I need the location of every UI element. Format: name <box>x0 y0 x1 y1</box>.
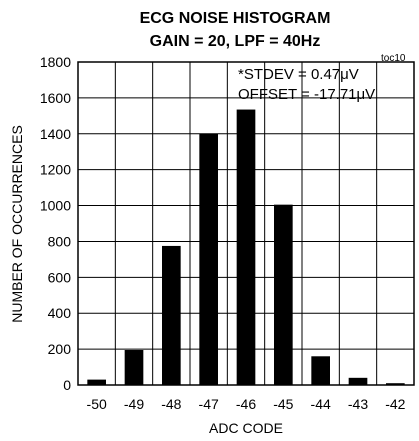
bar <box>348 377 368 385</box>
annotation-offset: OFFSET = -17.71μV <box>238 86 375 103</box>
y-axis-label: NUMBER OF OCCURRENCES <box>9 125 25 323</box>
bar <box>274 204 293 385</box>
x-tick-label: -46 <box>236 396 256 412</box>
y-tick-label: 0 <box>63 377 71 393</box>
x-axis-label: ADC CODE <box>209 420 283 436</box>
plot-frame <box>77 61 415 386</box>
y-tick-label: 400 <box>48 305 72 321</box>
x-tick-label: -42 <box>385 396 405 412</box>
x-tick-labels: -50 -49 -48 -47 -46 -45 -44 -43 -42 <box>87 396 406 412</box>
bar <box>236 109 256 385</box>
bar <box>124 350 144 385</box>
bar <box>87 379 106 385</box>
y-tick-label: 200 <box>48 341 72 357</box>
bar <box>162 245 181 385</box>
chart-title: ECG NOISE HISTOGRAM <box>140 10 331 27</box>
x-tick-label: -44 <box>311 396 331 412</box>
y-tick-label: 1400 <box>40 126 71 142</box>
figure-tag: toc10 <box>381 53 406 64</box>
annotation-stdev: *STDEV = 0.47μV <box>238 66 359 83</box>
y-tick-label: 800 <box>48 233 72 249</box>
y-tick-label: 600 <box>48 269 72 285</box>
x-tick-label: -43 <box>348 396 368 412</box>
bar <box>311 356 330 385</box>
bar <box>386 383 405 385</box>
chart-subtitle: GAIN = 20, LPF = 40Hz <box>150 33 321 50</box>
grid-lines <box>78 62 414 385</box>
y-tick-label: 1800 <box>40 54 71 70</box>
x-tick-label: -48 <box>161 396 181 412</box>
y-tick-labels: 0 200 400 600 800 1000 1200 1400 1600 1800 <box>40 54 71 393</box>
x-tick-label: -47 <box>199 396 219 412</box>
y-tick-label: 1600 <box>40 90 71 106</box>
x-tick-label: -50 <box>87 396 107 412</box>
x-tick-label: -49 <box>124 396 144 412</box>
bar <box>199 133 218 385</box>
y-tick-label: 1200 <box>40 162 71 178</box>
x-tick-label: -45 <box>273 396 293 412</box>
bars <box>87 109 405 385</box>
y-tick-label: 1000 <box>40 198 71 214</box>
